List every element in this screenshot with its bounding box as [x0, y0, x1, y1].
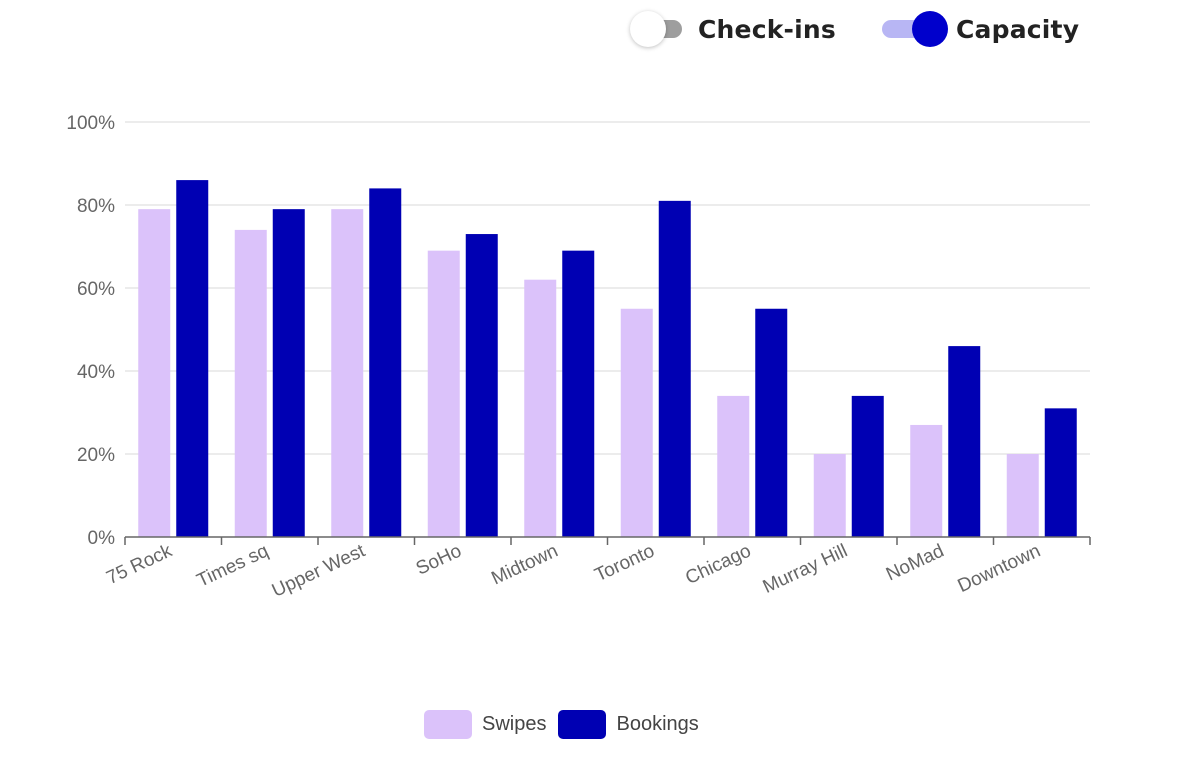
- y-tick-label: 0%: [88, 528, 116, 549]
- y-tick-label: 40%: [77, 362, 115, 383]
- bar-swipes-chicago[interactable]: [717, 395, 750, 537]
- metric-toggle-row: Check-ins Capacity: [620, 6, 1079, 52]
- legend-swatch-swipes: [424, 710, 472, 739]
- bar-swipes-upper-west[interactable]: [331, 209, 364, 537]
- bar-swipes-toronto[interactable]: [620, 308, 653, 537]
- legend-swatch-bookings: [558, 710, 607, 739]
- x-category-label: NoMad: [883, 540, 947, 585]
- bar-bookings-toronto[interactable]: [658, 200, 691, 537]
- bar-chart: 0%20%40%60%80%100% 75 Rock Times sqUpper …: [66, 113, 1091, 602]
- checkins-toggle-label: Check-ins: [698, 14, 836, 44]
- capacity-toggle[interactable]: [881, 9, 950, 49]
- legend-item-swipes[interactable]: Swipes: [424, 710, 546, 739]
- bar-swipes-downtown[interactable]: [1006, 454, 1039, 537]
- bar-bookings-chicago[interactable]: [755, 308, 788, 537]
- x-category-label: Times sq: [194, 540, 272, 591]
- bar-swipes-murray-hill[interactable]: [813, 454, 846, 537]
- x-category-label: SoHo: [413, 540, 465, 579]
- legend-item-bookings[interactable]: Bookings: [558, 710, 699, 739]
- x-category-label: Downtown: [955, 540, 1044, 597]
- checkins-toggle-knob: [630, 11, 666, 47]
- x-category-label: Murray Hill: [760, 540, 851, 597]
- bar-bookings-nomad[interactable]: [948, 346, 981, 537]
- y-axis-ticks: 0% 20% 40% 60% 80% 100%: [66, 113, 115, 549]
- capacity-toggle-label: Capacity: [955, 14, 1080, 44]
- grid-lines: [125, 121, 1090, 455]
- bar-bookings-75-rock[interactable]: [176, 180, 209, 537]
- bar-bookings-upper-west[interactable]: [369, 188, 402, 537]
- bar-swipes-soho[interactable]: [427, 250, 460, 537]
- x-category-label: Upper West: [269, 540, 369, 602]
- y-tick-label: 20%: [77, 445, 115, 466]
- x-category-label: Toronto: [592, 540, 658, 586]
- bar-swipes-midtown[interactable]: [524, 279, 557, 537]
- bar-swipes-times-sq[interactable]: [234, 229, 267, 537]
- legend-label-bookings: Bookings: [616, 713, 699, 735]
- checkins-toggle[interactable]: [620, 9, 684, 49]
- bar-bookings-midtown[interactable]: [562, 250, 595, 537]
- y-tick-label: 80%: [77, 196, 115, 217]
- bars: [138, 180, 1077, 538]
- bar-bookings-murray-hill[interactable]: [851, 395, 884, 537]
- capacity-toggle-knob: [911, 11, 948, 47]
- bar-swipes-75-rock[interactable]: [138, 209, 171, 537]
- y-tick-label: 60%: [77, 279, 115, 300]
- y-tick-label: 100%: [66, 113, 115, 134]
- bar-bookings-downtown[interactable]: [1044, 408, 1077, 537]
- x-category-label: Midtown: [488, 540, 561, 589]
- x-category-label: Chicago: [682, 540, 754, 588]
- bar-bookings-times-sq[interactable]: [272, 209, 305, 537]
- bar-swipes-nomad[interactable]: [910, 424, 943, 537]
- legend-label-swipes: Swipes: [482, 713, 547, 735]
- x-axis: [124, 536, 1091, 545]
- chart-legend: Swipes Bookings: [424, 710, 699, 739]
- bar-bookings-soho[interactable]: [465, 234, 498, 538]
